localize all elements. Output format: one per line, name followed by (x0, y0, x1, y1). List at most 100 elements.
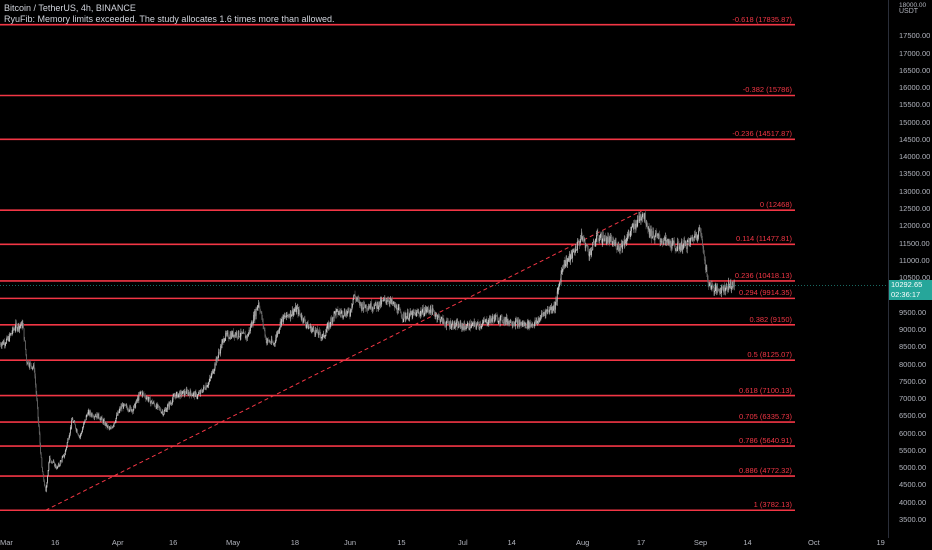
price-tick-label: 10500.00 (899, 273, 931, 283)
candle-body (413, 312, 415, 313)
candle-body (504, 317, 506, 324)
candle-body (19, 325, 21, 330)
candle-body (509, 320, 511, 323)
candle-body (469, 322, 471, 329)
candle-body (713, 286, 715, 293)
candle-body (395, 304, 396, 309)
candle-body (27, 361, 29, 365)
candle-body (404, 312, 405, 314)
candle-body (463, 323, 465, 330)
price-tick-label: 4000.00 (899, 497, 927, 507)
candle-body (388, 299, 390, 302)
candle-body (707, 274, 708, 280)
candle-body (490, 319, 492, 322)
candle-body (58, 463, 60, 466)
candle-body (729, 285, 731, 288)
candle-body (608, 236, 609, 239)
candle-body (359, 299, 360, 305)
candle-body (494, 315, 495, 322)
time-tick-label: Sep (693, 538, 708, 547)
candle-body (721, 285, 723, 288)
price-tick-label: 14500.00 (899, 134, 931, 144)
candle-body (256, 308, 258, 310)
candle-body (566, 260, 568, 265)
price-axis[interactable]: 18000.00 USDT 17500.00 17000.00 16500.00 16… (888, 0, 932, 538)
candle-body (604, 235, 606, 242)
candle-body (535, 320, 537, 324)
candle-series (0, 210, 735, 493)
candle-body (76, 429, 78, 434)
candle-body (693, 239, 694, 241)
candle-body (570, 255, 571, 261)
candle-body (126, 405, 128, 408)
candle-body (137, 397, 139, 401)
candle-body (183, 390, 185, 396)
candle-body (586, 245, 588, 246)
candle-body (562, 265, 564, 270)
symbol-title[interactable]: Bitcoin / TetherUS, 4h, BINANCE (4, 3, 136, 13)
candle-body (30, 363, 32, 367)
candle-body (87, 411, 89, 416)
chart-area[interactable]: Bitcoin / TetherUS, 4h, BINANCE RyuFib: … (0, 0, 888, 538)
candle-body (190, 390, 192, 394)
candle-body (144, 395, 145, 396)
candle-body (322, 334, 324, 337)
candle-body (124, 404, 126, 406)
candle-body (132, 410, 134, 413)
candle-body (518, 320, 520, 326)
candle-body (457, 321, 459, 329)
candle-body (541, 313, 543, 315)
candle-body (644, 213, 646, 219)
candle-body (214, 363, 216, 370)
candle-body (238, 330, 240, 337)
candle-body (172, 399, 173, 404)
candle-body (485, 319, 487, 321)
candle-body (231, 332, 233, 337)
candle-body (685, 241, 687, 248)
candle-body (445, 323, 447, 327)
candle-body (307, 322, 309, 330)
candle-body (63, 454, 65, 457)
candle-body (681, 241, 683, 250)
candle-body (92, 416, 94, 418)
candle-body (404, 313, 406, 319)
candle-body (620, 245, 622, 248)
candle-body (198, 392, 200, 394)
candle-body (50, 461, 52, 463)
candle-body (472, 323, 474, 325)
candle-body (705, 266, 707, 270)
candle-body (262, 318, 263, 320)
candle-body (568, 254, 570, 259)
candle-body (78, 436, 80, 437)
candle-body (571, 252, 573, 259)
candle-body (633, 223, 635, 229)
candle-body (144, 395, 146, 398)
candle-body (134, 403, 136, 408)
candle-body (328, 322, 330, 329)
candle-body (136, 399, 138, 401)
candle-body (7, 337, 9, 340)
candle-body (499, 320, 500, 323)
time-axis[interactable]: Mar 16 Apr 16 May 18 Jun 15 Jul 14 Aug 17 Sep 14 Oct 19 (0, 538, 888, 550)
candle-body (243, 332, 245, 334)
price-chart[interactable] (0, 0, 888, 538)
candle-body (9, 334, 11, 335)
candle-body (724, 290, 726, 292)
candle-body (679, 246, 681, 251)
candle-body (502, 322, 504, 324)
candle-body (33, 364, 35, 371)
candle-body (590, 251, 592, 256)
candle-body (123, 403, 125, 409)
candle-body (161, 411, 163, 413)
candle-body (547, 309, 549, 312)
candle-body (393, 302, 395, 304)
candle-body (244, 333, 246, 335)
candle-body (605, 235, 606, 238)
candle-body (203, 386, 205, 388)
candle-body (313, 327, 315, 331)
trend-line[interactable] (45, 209, 644, 511)
candle-body (628, 233, 630, 235)
candle-body (671, 241, 673, 249)
candle-body (409, 311, 411, 315)
candle-body (283, 315, 285, 317)
